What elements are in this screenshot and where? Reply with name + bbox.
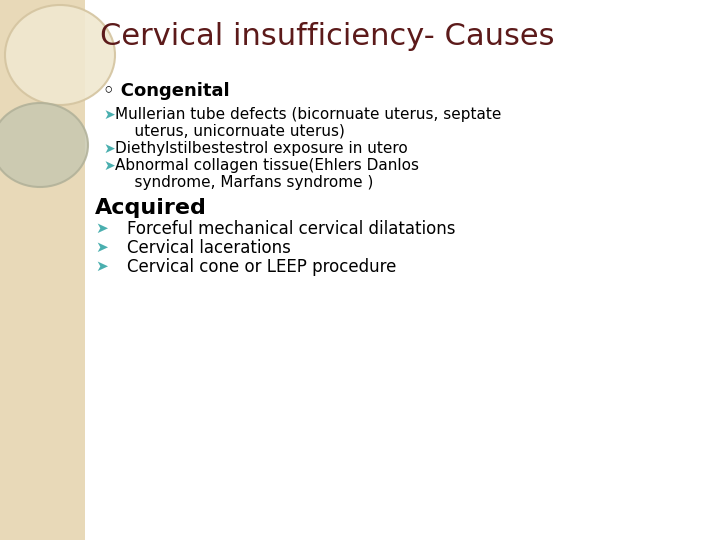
Text: Diethylstilbestestrol exposure in utero: Diethylstilbestestrol exposure in utero — [115, 141, 408, 156]
Text: syndrome, Marfans syndrome ): syndrome, Marfans syndrome ) — [115, 175, 374, 190]
Text: uterus, unicornuate uterus): uterus, unicornuate uterus) — [115, 124, 345, 139]
Bar — [0, 0, 85, 540]
Text: ➤: ➤ — [95, 221, 108, 236]
Text: Abnormal collagen tissue(Ehlers Danlos: Abnormal collagen tissue(Ehlers Danlos — [115, 158, 419, 173]
Text: ➤: ➤ — [95, 240, 108, 255]
Text: ➤: ➤ — [95, 259, 108, 274]
Text: Cervical lacerations: Cervical lacerations — [127, 239, 291, 257]
Text: Mullerian tube defects (bicornuate uterus, septate: Mullerian tube defects (bicornuate uteru… — [115, 107, 501, 122]
Text: ◦ Congenital: ◦ Congenital — [103, 82, 230, 100]
Text: ➤: ➤ — [103, 142, 114, 156]
Text: Cervical cone or LEEP procedure: Cervical cone or LEEP procedure — [127, 258, 397, 276]
Text: Cervical insufficiency- Causes: Cervical insufficiency- Causes — [100, 22, 554, 51]
Ellipse shape — [0, 103, 88, 187]
Ellipse shape — [5, 5, 115, 105]
Text: Forceful mechanical cervical dilatations: Forceful mechanical cervical dilatations — [127, 220, 456, 238]
Text: ➤: ➤ — [103, 159, 114, 173]
Text: Acquired: Acquired — [95, 198, 207, 218]
Text: ➤: ➤ — [103, 108, 114, 122]
